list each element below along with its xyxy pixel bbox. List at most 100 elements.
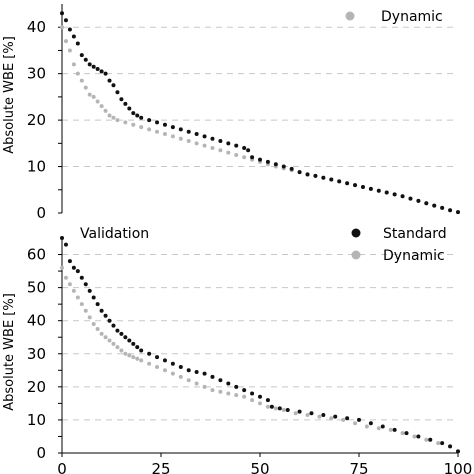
bottom-dynamic-point: [226, 391, 231, 396]
bottom-standard-point: [155, 355, 160, 360]
bottom-standard-point: [135, 345, 140, 350]
bottom-dynamic-point: [99, 331, 104, 336]
bottom-dynamic-point: [91, 322, 96, 326]
top-standard-point: [242, 145, 247, 150]
bottom-standard-point: [71, 265, 76, 270]
bottom-dynamic-point: [293, 411, 298, 416]
top-standard-point: [194, 132, 199, 137]
bottom-standard-point: [75, 269, 80, 274]
top-standard-point: [353, 183, 358, 188]
bottom-y-tick-label-20: 20: [27, 378, 46, 396]
bottom-dynamic-point: [202, 384, 207, 389]
bottom-standard-point: [63, 242, 68, 247]
bottom-standard-point: [309, 411, 314, 416]
top-dynamic-point: [60, 25, 64, 30]
top-standard-point: [87, 62, 92, 67]
bottom-dynamic-point: [281, 408, 286, 412]
bottom-dynamic-point: [412, 434, 417, 439]
top-dynamic-point: [210, 145, 215, 150]
bottom-standard-point: [258, 394, 262, 399]
top-standard-point: [250, 155, 255, 160]
bottom-dynamic-point: [186, 378, 191, 383]
top-standard-point: [416, 198, 421, 203]
bottom-dynamic-point: [364, 424, 369, 429]
top-dynamic-point: [170, 134, 175, 139]
bottom-dynamic-point: [265, 404, 270, 409]
top-standard-point: [440, 205, 445, 210]
bottom-dynamic-point: [135, 356, 140, 361]
bottom-dynamic-point: [388, 427, 393, 432]
top-dynamic-point: [99, 104, 104, 109]
top-standard-point: [139, 115, 144, 120]
top-standard-point: [91, 64, 96, 69]
bottom-standard-point: [103, 313, 108, 318]
bottom-standard-point: [269, 404, 274, 409]
top-standard-point: [75, 41, 80, 46]
top-y-tick-label-0: 0: [36, 204, 46, 222]
top-y-tick-label-10: 10: [27, 158, 46, 176]
top-standard-point: [123, 101, 128, 106]
top-standard-point: [392, 192, 397, 197]
top-dynamic-point: [103, 108, 108, 113]
bottom-standard-point: [123, 335, 128, 340]
bottom-standard-point: [186, 368, 191, 373]
top-y-ticks: 0 10 20 30 40: [27, 18, 62, 222]
bottom-standard-point: [210, 374, 215, 379]
top-standard-point: [170, 125, 175, 130]
top-dynamic-point: [115, 118, 120, 123]
top-standard-point: [95, 67, 100, 72]
top-dynamic-point: [242, 155, 247, 160]
top-dynamic-point: [162, 132, 167, 137]
top-standard-point: [345, 181, 350, 186]
bottom-y-tick-label-60: 60: [27, 246, 46, 264]
bottom-standard-point: [357, 417, 361, 422]
bottom-dynamic-point: [115, 345, 120, 350]
bottom-dynamic-point: [147, 361, 152, 366]
bottom-panel-title: Validation: [80, 226, 149, 242]
bottom-dynamic-point: [305, 412, 310, 417]
bottom-standard-point: [297, 409, 302, 414]
top-standard-point: [60, 11, 64, 16]
bottom-y-tick-label-40: 40: [27, 312, 46, 330]
top-y-tick-label-30: 30: [27, 65, 46, 83]
bottom-standard-point: [321, 412, 326, 417]
bottom-x-tick-label-50: 50: [250, 460, 269, 474]
bottom-dynamic-point: [353, 421, 358, 426]
top-standard-point: [456, 210, 460, 215]
bottom-y-axis-label: Absolute WBE [%]: [2, 293, 17, 411]
bottom-dynamic-point: [317, 414, 322, 419]
top-standard-point: [234, 143, 239, 148]
bottom-standard-point: [83, 282, 88, 287]
top-standard-point: [321, 175, 326, 180]
bottom-standard-point: [202, 371, 207, 376]
top-standard-point: [258, 157, 262, 162]
top-standard-point: [67, 27, 72, 32]
top-dynamic-point: [87, 92, 92, 97]
bottom-standard-point: [99, 308, 104, 313]
bottom-dynamic-point: [103, 335, 108, 340]
top-standard-point: [376, 188, 381, 193]
top-standard-point: [368, 186, 373, 191]
bottom-standard-point: [111, 323, 116, 328]
bottom-legend-standard-marker: [351, 228, 361, 238]
bottom-dynamic-point: [162, 368, 167, 373]
bottom-dynamic-point: [107, 338, 112, 343]
top-standard-point: [218, 139, 223, 144]
bottom-standard-point: [218, 378, 223, 383]
top-dynamic-point: [79, 78, 84, 83]
top-dynamic-point: [194, 141, 199, 146]
top-dynamic-point: [234, 152, 239, 157]
top-standard-point: [226, 141, 231, 146]
top-standard-point: [83, 57, 88, 62]
top-dynamic-point: [75, 71, 80, 76]
top-standard-point: [329, 177, 334, 182]
bottom-legend-standard-label: Standard: [383, 226, 447, 242]
bottom-standard-point: [226, 381, 231, 386]
bottom-dynamic-point: [436, 441, 441, 446]
bottom-standard-point: [60, 236, 64, 240]
bottom-standard-point: [79, 275, 84, 280]
bottom-standard-point: [333, 414, 338, 419]
bottom-standard-point: [234, 384, 239, 389]
top-dynamic-point: [139, 125, 144, 130]
top-dynamic-point: [218, 148, 223, 153]
